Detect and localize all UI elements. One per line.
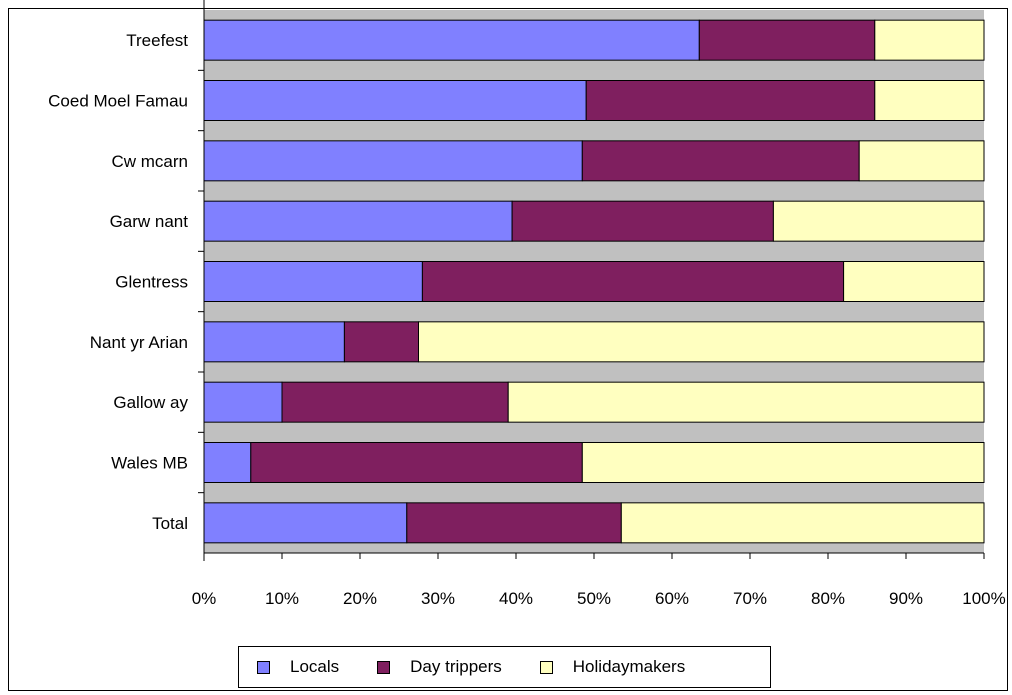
bar-day-trippers-8 (406, 502, 622, 544)
y-tick-label: Gallow ay (113, 393, 188, 412)
bar-holidaymakers-5 (418, 321, 985, 363)
y-tick-label: Coed Moel Famau (48, 92, 188, 111)
x-tick-label: 20% (343, 589, 377, 608)
bar-day-trippers-2 (581, 140, 860, 182)
bar-holidaymakers-4 (843, 261, 985, 302)
y-tick-label: Cw mcarn (111, 152, 188, 171)
legend-swatch-day-trippers (377, 660, 391, 674)
bar-day-trippers-0 (698, 19, 876, 61)
legend-label-locals: Locals (290, 657, 340, 676)
legend-entry-day-trippers: Day trippers (377, 657, 502, 677)
x-tick-label: 0% (192, 589, 217, 608)
bar-holidaymakers-3 (772, 200, 985, 242)
bar-locals-5 (203, 321, 345, 363)
bar-day-trippers-6 (281, 381, 509, 423)
y-tick-label: Total (152, 514, 188, 533)
bar-day-trippers-4 (421, 261, 845, 302)
bar-locals-7 (203, 442, 252, 483)
bar-holidaymakers-0 (874, 19, 985, 61)
y-tick-label: Garw nant (110, 212, 189, 231)
bar-locals-4 (203, 261, 423, 302)
y-tick-label: Glentress (115, 273, 188, 292)
y-tick-label: Nant yr Arian (90, 333, 188, 352)
legend-label-holidaymakers: Holidaymakers (572, 657, 686, 676)
bar-day-trippers-5 (343, 321, 419, 363)
x-tick-label: 70% (733, 589, 767, 608)
bar-locals-0 (203, 19, 700, 61)
bar-locals-1 (203, 80, 587, 121)
bar-locals-2 (203, 140, 583, 182)
bar-holidaymakers-8 (620, 502, 985, 544)
bar-day-trippers-1 (585, 80, 876, 121)
x-tick-label: 10% (265, 589, 299, 608)
x-tick-label: 40% (499, 589, 533, 608)
bar-holidaymakers-6 (507, 381, 985, 423)
legend-label-day-trippers: Day trippers (410, 657, 502, 676)
chart-legend: Locals Day trippers Holidaymakers (238, 646, 771, 688)
x-tick-label: 80% (811, 589, 845, 608)
x-tick-label: 50% (577, 589, 611, 608)
x-tick-label: 100% (962, 589, 1005, 608)
bar-locals-3 (203, 200, 513, 242)
x-tick-label: 60% (655, 589, 689, 608)
legend-entry-locals: Locals (257, 657, 339, 677)
x-tick-label: 90% (889, 589, 923, 608)
bar-holidaymakers-2 (858, 140, 985, 182)
bar-locals-6 (203, 381, 283, 423)
legend-swatch-holidaymakers (539, 660, 553, 674)
bar-day-trippers-7 (250, 442, 583, 483)
y-tick-label: Wales MB (111, 454, 188, 473)
x-tick-label: 30% (421, 589, 455, 608)
legend-swatch-locals (257, 660, 270, 674)
y-tick-label: Treefest (126, 31, 188, 50)
bar-holidaymakers-1 (874, 80, 985, 121)
bar-holidaymakers-7 (581, 442, 985, 483)
bar-day-trippers-3 (511, 200, 774, 242)
bar-locals-8 (203, 502, 408, 544)
legend-entry-holidaymakers: Holidaymakers (539, 657, 686, 677)
